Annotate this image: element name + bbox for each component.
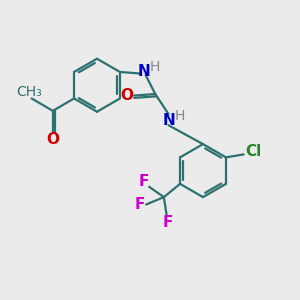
Text: F: F <box>134 197 145 212</box>
Text: H: H <box>175 110 185 123</box>
Text: O: O <box>120 88 133 103</box>
Text: N: N <box>162 113 175 128</box>
Text: N: N <box>138 64 151 80</box>
Text: H: H <box>150 60 160 74</box>
Text: CH₃: CH₃ <box>16 85 42 99</box>
Text: F: F <box>139 174 149 189</box>
Text: F: F <box>163 215 173 230</box>
Text: O: O <box>46 132 59 147</box>
Text: Cl: Cl <box>245 144 261 159</box>
